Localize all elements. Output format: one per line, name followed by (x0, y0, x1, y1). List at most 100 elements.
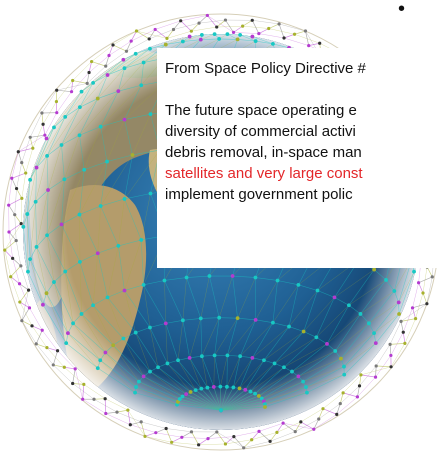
satellite-dot (19, 222, 23, 226)
constellation-link (41, 112, 44, 125)
satellite-dot (141, 282, 146, 287)
satellite-dot (124, 49, 129, 53)
constellation-link (144, 432, 156, 437)
constellation-link (105, 352, 140, 382)
callout-line-2: diversity of commercial activi (165, 123, 356, 140)
constellation-link (165, 41, 183, 45)
satellite-dot (401, 330, 405, 334)
constellation-link (239, 357, 253, 389)
constellation-link (264, 392, 308, 408)
constellation-link (306, 374, 345, 393)
constellation-link (220, 398, 262, 411)
callout-line-5: implement government polic (165, 186, 353, 203)
constellation-link (29, 112, 43, 138)
satellite-dot (25, 212, 30, 216)
satellite-dot (292, 32, 297, 36)
satellite-dot (180, 318, 185, 323)
satellite-dot (103, 350, 108, 355)
constellation-link (112, 345, 140, 382)
constellation-link (252, 20, 280, 25)
satellite-dot (51, 363, 55, 367)
satellite-dot (148, 325, 152, 330)
satellite-dot (20, 196, 24, 200)
constellation-link (23, 226, 29, 272)
constellation-link (220, 388, 240, 411)
constellation-link (44, 112, 57, 136)
constellation-link (294, 30, 306, 35)
constellation-link (140, 239, 144, 285)
constellation-link (375, 344, 391, 367)
constellation-link (182, 34, 202, 42)
satellite-dot (79, 89, 84, 94)
constellation-link (216, 431, 226, 445)
constellation-link (291, 343, 328, 372)
constellation-link (79, 82, 94, 108)
satellite-dot (230, 274, 235, 278)
constellation-link (107, 297, 124, 339)
constellation-link (278, 23, 285, 39)
constellation-link (166, 29, 174, 39)
satellite-dot (139, 420, 143, 424)
constellation-link (191, 22, 200, 32)
satellite-dot (107, 53, 111, 58)
satellite-dot (20, 161, 24, 165)
satellite-dot (14, 238, 18, 243)
constellation-link (252, 357, 265, 361)
satellite-dot (197, 21, 201, 25)
constellation-link (220, 387, 234, 411)
constellation-link (220, 386, 228, 411)
constellation-link (182, 39, 201, 42)
constellation-link (18, 147, 33, 153)
constellation-link (100, 359, 137, 388)
constellation-link (368, 302, 399, 324)
constellation-link (348, 279, 387, 306)
constellation-link (300, 421, 314, 430)
satellite-dot (54, 99, 59, 104)
callout-line-1: The future space operating e (165, 102, 357, 119)
satellite-dot (176, 399, 180, 404)
satellite-dot (55, 111, 59, 115)
constellation-link (12, 258, 22, 267)
satellite-dot (253, 317, 258, 322)
constellation-link (255, 277, 278, 281)
constellation-link (179, 398, 222, 411)
constellation-link (83, 384, 106, 399)
satellite-dot (199, 386, 204, 391)
constellation-link (136, 30, 150, 40)
satellite-dot (296, 374, 301, 379)
constellation-link (61, 169, 85, 225)
satellite-dot (218, 384, 223, 389)
constellation-link (373, 313, 400, 334)
constellation-link (79, 261, 82, 314)
constellation-link (368, 290, 395, 324)
constellation-link (79, 135, 85, 170)
constellation-link (294, 421, 302, 432)
constellation-link (100, 161, 108, 207)
constellation-link (316, 337, 328, 345)
constellation-link (65, 106, 81, 118)
constellation-link (79, 252, 98, 263)
satellite-dot (122, 66, 127, 71)
constellation-link (227, 355, 241, 357)
constellation-link (11, 172, 26, 179)
constellation-link (179, 398, 222, 411)
satellite-dot (85, 81, 89, 85)
constellation-link (27, 214, 31, 260)
constellation-link (36, 116, 66, 168)
satellite-dot (52, 280, 56, 284)
constellation-link (124, 290, 136, 333)
constellation-link (116, 409, 128, 413)
constellation-link (36, 189, 49, 247)
satellite-dot (141, 374, 146, 379)
satellite-dot (27, 306, 32, 310)
constellation-link (220, 386, 228, 411)
satellite-dot (197, 443, 201, 447)
constellation-link (264, 386, 307, 405)
satellite-dot (355, 395, 360, 399)
constellation-link (124, 154, 133, 200)
satellite-dot (180, 39, 185, 44)
constellation-link (143, 376, 180, 400)
constellation-link (23, 179, 31, 227)
constellation-link (303, 331, 317, 338)
satellite-dot (207, 274, 212, 278)
